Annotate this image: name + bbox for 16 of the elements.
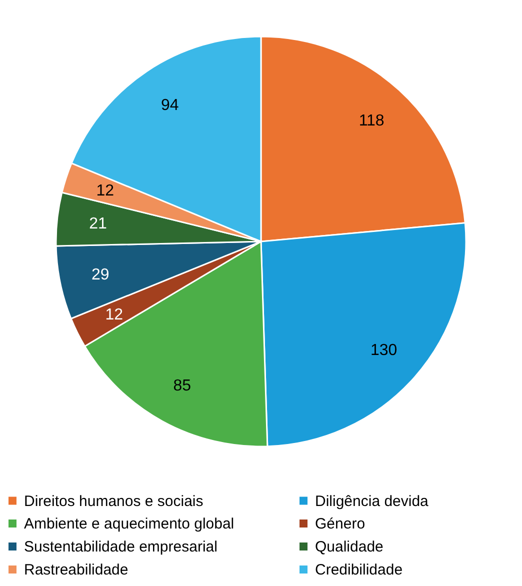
legend-label: Sustentabilidade empresarial xyxy=(24,538,218,556)
data-label: 130 xyxy=(370,342,398,360)
data-label: 118 xyxy=(358,112,384,130)
legend-label: Qualidade xyxy=(315,538,384,556)
data-label: 29 xyxy=(91,266,110,284)
legend-label: Rastreabilidade xyxy=(24,562,128,578)
legend-label: Ambiente e aquecimento global xyxy=(24,516,234,532)
data-label: 94 xyxy=(160,97,179,114)
data-label: 21 xyxy=(89,216,107,233)
data-label: 12 xyxy=(105,306,124,324)
data-label: 12 xyxy=(96,182,114,200)
legend-label: Género xyxy=(315,516,366,532)
legend-label: Direitos humanos e sociais xyxy=(24,492,204,510)
legend-label: Credibilidade xyxy=(315,562,403,578)
legend-label: Diligência devida xyxy=(315,492,430,510)
data-label: 85 xyxy=(173,377,192,394)
